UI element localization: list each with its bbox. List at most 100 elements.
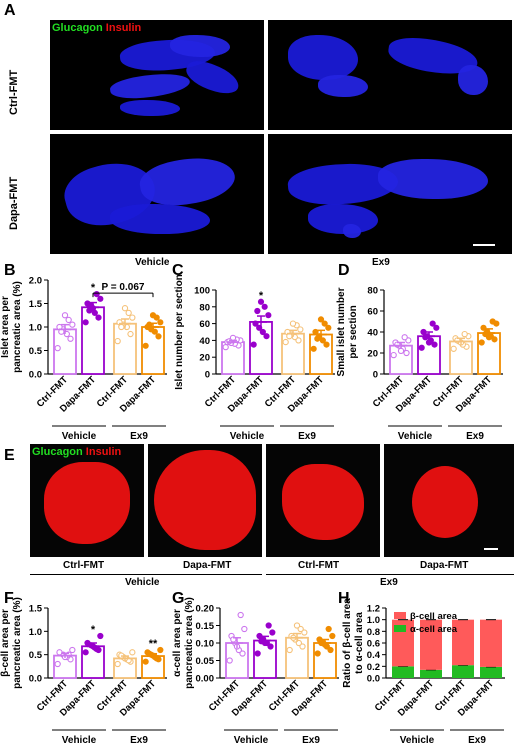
data-point [478, 339, 485, 346]
data-point [267, 643, 274, 650]
group-label: Vehicle [62, 735, 97, 746]
data-point [69, 646, 76, 654]
y-tick-label: 0.15 [196, 621, 215, 632]
y-tick-label: 0.5 [29, 650, 43, 661]
data-point [84, 300, 91, 307]
data-point [121, 305, 129, 312]
data-point [86, 307, 93, 314]
y-tick-label: 80 [199, 302, 210, 313]
data-point [425, 339, 433, 346]
data-point [67, 335, 74, 342]
group-label: Vehicle [230, 431, 265, 442]
e-label-3: Ctrl-FMT [298, 560, 340, 571]
legend-label: α-cell area [410, 624, 458, 635]
y-tick-label: 0 [205, 370, 210, 381]
row-label-dapa: Dapa-FMT [8, 176, 20, 230]
chart-h: 0.00.20.40.60.81.01.2 Ratio of β-cell are… [342, 598, 505, 746]
col-label-ex9: Ex9 [372, 257, 390, 268]
y-tick-label: 60 [199, 319, 210, 330]
y-tick-label: 0.20 [196, 604, 215, 615]
stain-legend-a: Glucagon Insulin [52, 22, 142, 34]
data-point [114, 337, 121, 345]
data-point [314, 335, 321, 342]
chart-b: 0.0 0.5 1.0 1.5 2.0 Islet area per pancreatic … [0, 276, 167, 442]
data-point [329, 632, 336, 640]
stacked-bar-segment [420, 669, 442, 678]
y-axis-label: per section [348, 305, 359, 358]
data-point [54, 660, 61, 668]
data-point [82, 649, 89, 656]
data-point [250, 341, 257, 348]
chart-f: 0.0 0.5 1.0 1.5 β-cell area per pancreatic ar… [0, 597, 167, 746]
data-point [237, 611, 244, 619]
data-point [299, 643, 306, 650]
data-point [82, 319, 89, 326]
stacked-bar-segment [452, 619, 474, 666]
data-point [397, 347, 405, 355]
y-tick-label: 60 [367, 307, 378, 318]
y-tick-label: 20 [367, 349, 378, 360]
data-point [114, 660, 121, 668]
data-point [297, 326, 304, 333]
data-point [401, 334, 408, 341]
y-tick-label: 1.0 [29, 627, 42, 638]
significance-star: ** [149, 638, 158, 650]
data-point [129, 649, 136, 656]
data-point [226, 657, 233, 664]
data-point [297, 625, 304, 633]
group-label: Vehicle [62, 431, 97, 442]
e-label-1: Ctrl-FMT [63, 560, 105, 571]
data-point [239, 650, 246, 657]
y-tick-label: 80 [367, 286, 378, 297]
legend-swatch [394, 625, 406, 632]
y-tick-label: 2.0 [29, 276, 42, 287]
y-tick-label: 0.4 [367, 650, 381, 661]
data-point [282, 338, 289, 346]
data-point [127, 330, 134, 338]
scale-bar-e [484, 548, 498, 550]
data-point [429, 320, 436, 327]
data-point [265, 312, 272, 319]
data-point [157, 646, 164, 654]
y-tick-label: 20 [199, 353, 210, 364]
data-point [69, 321, 76, 328]
group-label: Ex9 [468, 735, 486, 746]
y-tick-label: 0.2 [367, 662, 380, 673]
y-tick-label: 0.0 [29, 370, 42, 381]
data-point [97, 632, 104, 640]
y-tick-label: 0.0 [29, 674, 42, 685]
bar [113, 322, 137, 375]
e-group-line-vehicle [30, 574, 262, 575]
micrograph-ctrl-vehicle: Glucagon Insulin [50, 20, 264, 130]
e-label-4: Dapa-FMT [420, 560, 469, 571]
group-label: Vehicle [400, 735, 435, 746]
data-point [321, 320, 328, 327]
data-point [265, 622, 272, 629]
panel-label-f: F [4, 590, 14, 607]
y-tick-label: 0.05 [196, 656, 215, 667]
data-point [54, 345, 61, 352]
col-label-vehicle: Vehicle [135, 257, 170, 268]
data-point [325, 625, 332, 633]
group-label: Ex9 [466, 431, 484, 442]
y-tick-label: 0.5 [29, 346, 43, 357]
data-point [319, 337, 326, 344]
data-point [431, 341, 438, 348]
data-point [155, 333, 162, 340]
group-label: Ex9 [130, 735, 148, 746]
y-axis-label: pancreatic area (%) [12, 597, 23, 689]
data-point [257, 298, 265, 305]
data-point [261, 303, 268, 310]
data-point [263, 333, 270, 340]
y-axis-label: Islet area per [0, 296, 11, 358]
data-point [317, 316, 325, 323]
scale-bar-a [473, 244, 495, 246]
y-tick-label: 1.0 [29, 323, 42, 334]
data-point [327, 646, 334, 654]
data-point [323, 341, 330, 348]
y-tick-label: 1.5 [29, 299, 43, 310]
panel-label-b: B [4, 262, 16, 279]
data-point [325, 324, 332, 331]
